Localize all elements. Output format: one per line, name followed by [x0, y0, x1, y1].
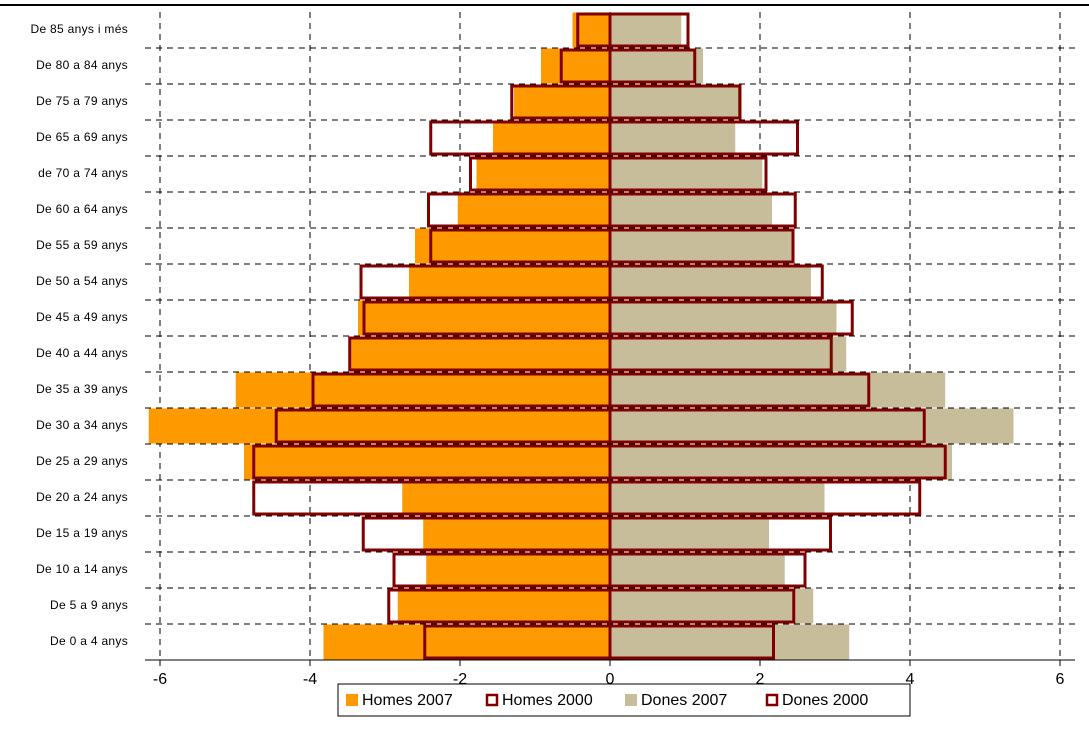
bar — [148, 408, 610, 444]
y-tick-label: De 30 a 34 anys — [36, 418, 128, 432]
bar — [351, 336, 610, 372]
y-tick-label: De 20 a 24 anys — [36, 490, 128, 504]
y-tick-label: De 45 a 49 anys — [36, 310, 128, 324]
y-tick-label: De 80 a 84 anys — [36, 58, 128, 72]
bar — [610, 192, 772, 228]
legend-box — [337, 683, 911, 717]
bar — [610, 408, 1014, 444]
legend-label: Homes 2000 — [502, 692, 593, 709]
legend-swatch — [625, 694, 637, 706]
y-tick-label: De 0 a 4 anys — [50, 634, 128, 648]
bar — [476, 156, 610, 192]
bar — [493, 120, 610, 156]
y-tick-label: De 15 a 19 anys — [36, 526, 128, 540]
legend-label: Homes 2007 — [362, 692, 453, 709]
bar-outline — [608, 300, 854, 336]
bar — [610, 12, 682, 48]
legend-swatch — [765, 693, 779, 707]
bar-outline — [608, 120, 799, 156]
bar-outline — [608, 624, 775, 660]
bar-outline — [608, 372, 871, 408]
bar-outline — [608, 552, 807, 588]
bar-outline — [608, 336, 833, 372]
legend-label: Dones 2007 — [641, 692, 727, 709]
bar-outline — [608, 84, 742, 120]
x-tick-label: -6 — [153, 671, 167, 688]
bar — [610, 264, 811, 300]
bar-outline — [608, 192, 797, 228]
y-tick-label: De 55 a 59 anys — [36, 238, 128, 252]
bar — [610, 588, 814, 624]
y-tick-label: De 50 a 54 anys — [36, 274, 128, 288]
bar — [610, 444, 952, 480]
bar — [235, 372, 610, 408]
y-tick-label: de 70 a 74 anys — [38, 166, 128, 180]
y-tick-label: De 5 a 9 anys — [50, 598, 128, 612]
y-tick-label: De 65 a 69 anys — [36, 130, 128, 144]
x-tick-label: 6 — [1056, 671, 1065, 688]
bar — [610, 228, 793, 264]
bar — [610, 480, 825, 516]
y-tick-label: De 60 a 64 anys — [36, 202, 128, 216]
bar — [610, 156, 763, 192]
legend-swatch — [346, 694, 358, 706]
bar — [402, 480, 610, 516]
bar — [457, 192, 610, 228]
bar — [358, 300, 610, 336]
bar — [610, 552, 785, 588]
bar — [409, 264, 610, 300]
bar-outline — [608, 516, 832, 552]
legend-swatch — [485, 693, 499, 707]
bar-outline — [608, 48, 697, 84]
bar-outline — [608, 588, 796, 624]
bar — [541, 48, 610, 84]
y-tick-label: De 10 a 14 anys — [36, 562, 128, 576]
x-tick-label: 0 — [606, 671, 615, 688]
y-tick-label: De 35 a 39 anys — [36, 382, 128, 396]
bar — [610, 516, 769, 552]
legend-label: Dones 2000 — [782, 692, 868, 709]
bar — [423, 516, 610, 552]
bar — [610, 120, 736, 156]
x-tick-label: 4 — [906, 671, 915, 688]
bar-outline — [608, 12, 690, 48]
bar — [610, 84, 742, 120]
bar — [244, 444, 610, 480]
bar — [610, 48, 703, 84]
bar — [397, 588, 610, 624]
bar — [610, 372, 946, 408]
x-tick-label: 2 — [756, 671, 765, 688]
bar-outline — [608, 480, 922, 516]
bar — [426, 552, 610, 588]
y-tick-label: De 25 a 29 anys — [36, 454, 128, 468]
bar — [514, 84, 610, 120]
bar-outline — [608, 156, 768, 192]
bar-outline — [608, 408, 926, 444]
bar — [610, 336, 847, 372]
y-tick-label: De 85 anys i més — [30, 22, 128, 36]
x-tick-label: -4 — [303, 671, 317, 688]
bar — [323, 624, 610, 660]
bar — [610, 624, 850, 660]
y-tick-label: De 75 a 79 anys — [36, 94, 128, 108]
bar-outline — [608, 264, 824, 300]
bar — [610, 300, 837, 336]
bar — [415, 228, 610, 264]
x-tick-label: -2 — [453, 671, 467, 688]
bar-outline — [608, 228, 795, 264]
bar-outline — [608, 444, 947, 480]
y-tick-label: De 40 a 44 anys — [36, 346, 128, 360]
